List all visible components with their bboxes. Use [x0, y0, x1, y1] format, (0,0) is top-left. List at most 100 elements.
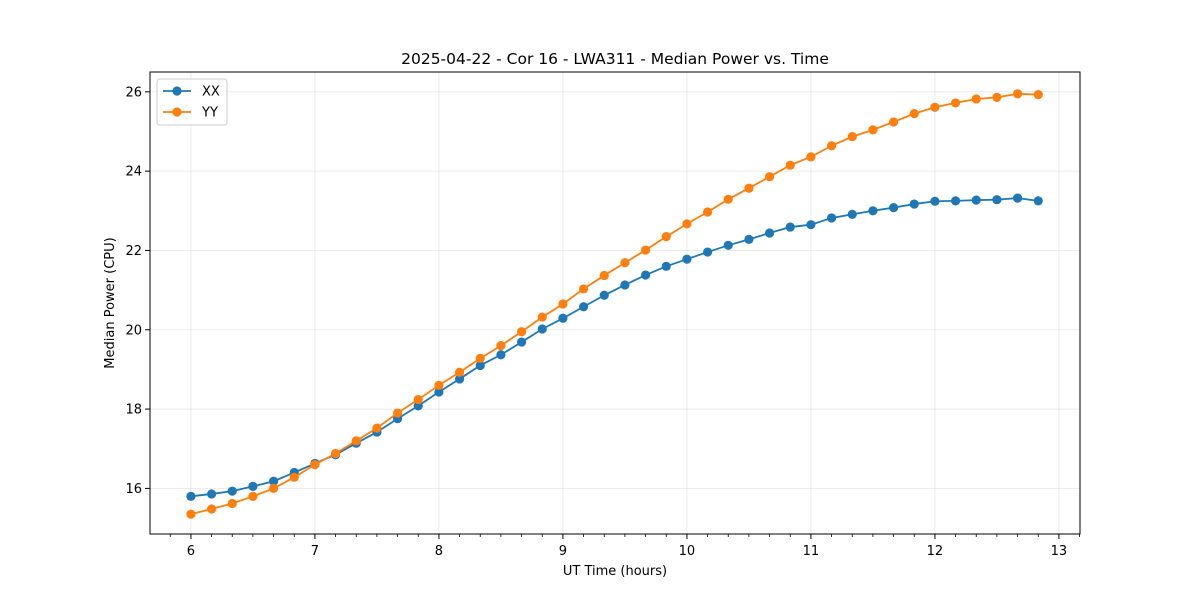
data-point-xx	[558, 313, 568, 323]
data-point-xx	[248, 481, 258, 492]
data-point-yy	[599, 270, 609, 281]
data-point-xx	[744, 234, 754, 244]
data-point-xx	[950, 196, 961, 206]
data-point-xx	[702, 247, 713, 257]
data-point-yy	[971, 94, 981, 104]
data-point-yy	[661, 231, 671, 242]
data-point-yy	[413, 394, 423, 405]
data-point-yy	[516, 327, 527, 337]
data-point-yy	[950, 98, 961, 108]
axis-ticks: 6 7 8 9 10 11 12 13 16 18 20 22 24 26	[125, 85, 1080, 559]
data-point-xx	[413, 401, 423, 411]
data-point-yy	[351, 436, 361, 446]
data-point-yy	[620, 258, 630, 268]
data-point-xx	[1033, 196, 1043, 206]
data-point-xx	[764, 228, 775, 238]
data-point-xx	[971, 195, 981, 205]
data-point-xx	[620, 280, 630, 290]
data-point-xx	[268, 476, 279, 486]
legend-marker-yy	[172, 107, 182, 117]
data-point-yy	[475, 353, 485, 363]
y-tick-label: 18	[125, 403, 142, 418]
data-point-yy	[434, 380, 444, 390]
data-point-yy	[206, 504, 217, 514]
data-point-yy	[785, 160, 795, 170]
data-point-yy	[909, 109, 919, 119]
x-tick-label: 9	[559, 544, 567, 559]
data-point-yy	[372, 423, 382, 433]
data-point-yy	[682, 219, 692, 229]
legend-marker-xx	[172, 86, 182, 96]
legend-label-yy: YY	[201, 106, 218, 121]
data-point-yy	[578, 284, 589, 294]
data-point-yy	[454, 367, 465, 377]
y-tick-label: 22	[125, 244, 142, 259]
data-point-xx	[888, 203, 899, 213]
data-point-xx	[785, 222, 795, 232]
data-point-xx	[868, 206, 878, 216]
y-tick-label: 24	[125, 165, 142, 180]
x-tick-label: 10	[679, 544, 696, 559]
data-point-yy	[289, 472, 299, 482]
series-layer	[186, 89, 1043, 519]
data-point-xx	[454, 374, 465, 384]
data-point-xx	[516, 337, 527, 347]
data-point-xx	[1012, 193, 1023, 203]
data-point-xx	[496, 350, 506, 360]
data-point-xx	[806, 220, 816, 230]
legend: XX YY	[156, 78, 228, 126]
data-point-yy	[248, 491, 258, 501]
data-point-xx	[992, 195, 1002, 205]
plot-area-frame	[149, 71, 1081, 535]
data-point-yy	[227, 498, 237, 509]
data-point-xx	[661, 261, 671, 271]
data-point-yy	[888, 117, 899, 127]
x-tick-label: 11	[803, 544, 820, 559]
data-point-yy	[330, 448, 341, 459]
x-tick-label: 6	[187, 544, 195, 559]
data-point-yy	[186, 509, 196, 519]
y-tick-label: 26	[125, 85, 142, 100]
x-tick-label: 13	[1051, 544, 1068, 559]
x-tick-label: 8	[435, 544, 443, 559]
data-point-yy	[744, 183, 754, 193]
data-point-xx	[723, 240, 733, 250]
data-point-xx	[578, 302, 589, 312]
data-point-yy	[992, 92, 1002, 102]
data-point-xx	[599, 290, 609, 300]
data-point-yy	[496, 341, 506, 351]
data-point-yy	[268, 483, 279, 493]
data-point-xx	[227, 486, 237, 496]
data-point-yy	[868, 125, 878, 135]
data-point-xx	[930, 196, 940, 206]
data-point-xx	[434, 387, 444, 397]
data-point-xx	[847, 209, 857, 219]
x-tick-label: 12	[927, 544, 944, 559]
data-point-yy	[537, 312, 547, 322]
data-point-xx	[537, 324, 547, 334]
data-point-yy	[826, 141, 837, 151]
data-point-yy	[764, 172, 775, 182]
legend-label-xx: XX	[202, 85, 220, 100]
data-point-xx	[682, 254, 692, 264]
x-tick-label: 7	[311, 544, 319, 559]
data-point-xx	[475, 360, 485, 371]
data-point-xx	[909, 199, 919, 209]
data-point-yy	[930, 102, 940, 112]
data-point-yy	[806, 152, 816, 162]
grid-lines	[150, 72, 1080, 534]
chart-title: 2025-04-22 - Cor 16 - LWA311 - Median Po…	[401, 50, 829, 68]
data-point-xx	[640, 270, 651, 280]
data-point-xx	[186, 491, 196, 501]
data-point-yy	[1033, 90, 1043, 100]
x-axis-label: UT Time (hours)	[563, 564, 667, 579]
y-axis-label: Median Power (CPU)	[103, 237, 118, 368]
data-point-yy	[640, 245, 651, 255]
data-point-yy	[847, 132, 857, 142]
data-point-yy	[723, 194, 733, 204]
y-tick-label: 20	[125, 323, 142, 338]
y-tick-label: 16	[125, 482, 142, 497]
data-point-yy	[558, 299, 568, 309]
data-point-xx	[826, 213, 837, 223]
